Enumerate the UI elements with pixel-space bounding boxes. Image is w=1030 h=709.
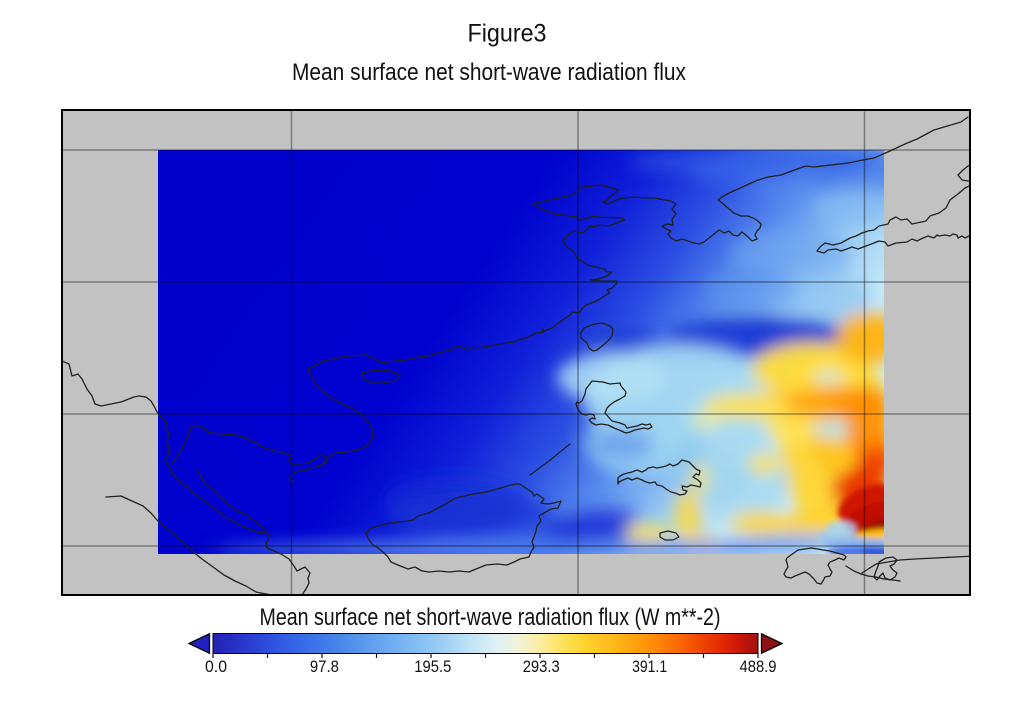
svg-text:Mean surface net short-wave ra: Mean surface net short-wave radiation fl… xyxy=(292,59,686,86)
svg-text:0.0: 0.0 xyxy=(205,657,227,676)
svg-text:488.9: 488.9 xyxy=(740,657,777,676)
svg-text:391.1: 391.1 xyxy=(632,657,667,676)
svg-text:Figure3: Figure3 xyxy=(468,20,547,48)
svg-text:293.3: 293.3 xyxy=(523,657,560,676)
svg-text:97.8: 97.8 xyxy=(310,657,339,676)
svg-text:Mean surface net short-wave ra: Mean surface net short-wave radiation fl… xyxy=(260,604,721,631)
svg-text:195.5: 195.5 xyxy=(414,657,451,676)
